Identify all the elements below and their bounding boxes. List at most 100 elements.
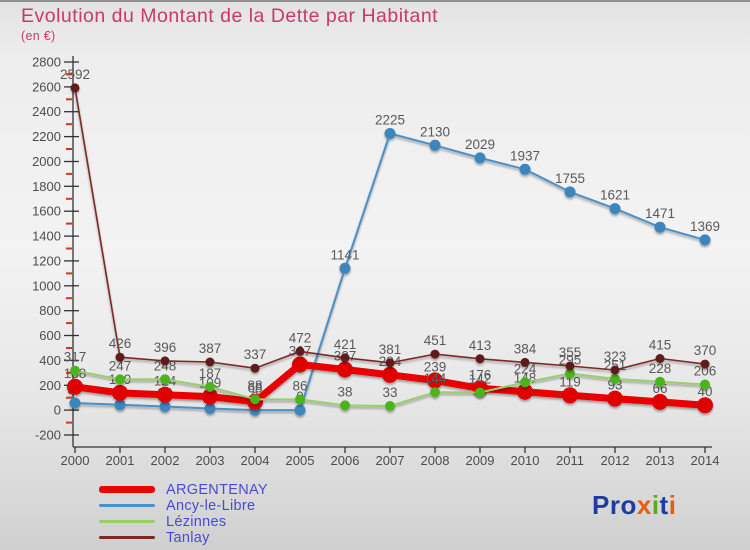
svg-text:2000: 2000: [61, 453, 90, 468]
svg-text:415: 415: [649, 338, 672, 353]
svg-text:1600: 1600: [32, 204, 61, 219]
chart-canvas: 2800260024002200200018001600140012001000…: [32, 55, 720, 469]
svg-text:1471: 1471: [645, 206, 675, 221]
svg-text:2010: 2010: [511, 453, 540, 468]
svg-text:2006: 2006: [331, 453, 360, 468]
svg-text:2009: 2009: [466, 453, 495, 468]
svg-text:1621: 1621: [600, 188, 630, 203]
svg-text:2225: 2225: [375, 113, 405, 128]
chart-legend: ARGENTENAY Ancy-le-Libre Lézinnes Tanlay: [99, 482, 268, 546]
svg-text:2592: 2592: [60, 67, 90, 82]
svg-text:248: 248: [154, 358, 177, 373]
svg-text:2013: 2013: [646, 453, 675, 468]
svg-text:2014: 2014: [691, 453, 720, 468]
svg-text:-200: -200: [35, 428, 61, 443]
svg-text:295: 295: [559, 353, 582, 368]
svg-text:2200: 2200: [32, 129, 61, 144]
svg-text:1369: 1369: [690, 219, 720, 234]
svg-text:33: 33: [382, 385, 397, 400]
svg-text:413: 413: [469, 338, 492, 353]
svg-text:2004: 2004: [241, 453, 270, 468]
svg-text:2002: 2002: [151, 453, 180, 468]
legend-swatch-argentenay: [99, 486, 155, 493]
series-ARGENTENAY: [67, 356, 713, 414]
logo-letter: x: [636, 490, 652, 520]
legend-item-lezinnes: Lézinnes: [99, 513, 268, 530]
svg-text:2003: 2003: [196, 453, 225, 468]
svg-text:381: 381: [379, 342, 402, 357]
svg-text:2007: 2007: [376, 453, 405, 468]
series-Lézinnes: [70, 365, 710, 411]
svg-text:38: 38: [337, 384, 352, 399]
svg-text:0: 0: [54, 403, 61, 418]
svg-text:426: 426: [109, 336, 132, 351]
logo-letter: i: [668, 490, 677, 520]
svg-text:1937: 1937: [510, 148, 540, 163]
svg-text:1000: 1000: [32, 278, 61, 293]
logo-letter: i: [651, 490, 660, 520]
legend-swatch-lezinnes: [99, 520, 155, 523]
svg-text:144: 144: [424, 371, 447, 386]
svg-text:187: 187: [199, 366, 222, 381]
page-title: Evolution du Montant de la Dette par Hab…: [21, 5, 439, 27]
svg-text:142: 142: [469, 372, 492, 387]
svg-text:2005: 2005: [286, 453, 315, 468]
svg-text:224: 224: [514, 361, 537, 376]
svg-text:387: 387: [199, 341, 222, 356]
svg-text:317: 317: [64, 350, 87, 365]
svg-text:396: 396: [154, 340, 177, 355]
chart-header: Evolution du Montant de la Dette par Hab…: [21, 5, 438, 43]
svg-text:200: 200: [39, 378, 61, 393]
svg-text:800: 800: [39, 303, 61, 318]
legend-swatch-ancy-le-libre: [99, 504, 155, 507]
svg-text:2800: 2800: [32, 55, 61, 70]
svg-text:2400: 2400: [32, 104, 61, 119]
legend-swatch-tanlay: [99, 536, 155, 539]
svg-text:2011: 2011: [556, 453, 584, 468]
svg-text:2008: 2008: [421, 453, 450, 468]
svg-text:119: 119: [559, 374, 581, 389]
svg-text:384: 384: [514, 341, 537, 356]
legend-label: ARGENTENAY: [166, 481, 268, 498]
logo-letter: Pro: [592, 490, 637, 520]
svg-text:2012: 2012: [601, 453, 630, 468]
legend-label: Ancy-le-Libre: [166, 497, 256, 514]
svg-text:337: 337: [244, 347, 267, 362]
legend-item-ancy-le-libre: Ancy-le-Libre: [99, 497, 268, 514]
svg-text:421: 421: [334, 337, 357, 352]
svg-text:68: 68: [247, 381, 262, 396]
series-Tanlay: [70, 83, 710, 375]
svg-text:2600: 2600: [32, 79, 61, 94]
svg-text:176: 176: [469, 367, 492, 382]
svg-text:451: 451: [424, 333, 447, 348]
svg-text:2000: 2000: [32, 154, 61, 169]
series-labels: 2592 426 396 387 337 472 421 381 451 413 384 355 323…: [60, 67, 716, 364]
svg-text:370: 370: [694, 343, 717, 358]
svg-text:228: 228: [649, 361, 672, 376]
svg-text:323: 323: [604, 349, 627, 364]
svg-text:1200: 1200: [32, 253, 61, 268]
svg-text:355: 355: [559, 345, 582, 360]
svg-text:40: 40: [697, 384, 712, 399]
svg-text:1141: 1141: [330, 247, 359, 262]
legend-item-tanlay: Tanlay: [99, 529, 268, 546]
svg-text:400: 400: [39, 353, 61, 368]
legend-item-argentenay: ARGENTENAY: [99, 481, 268, 498]
legend-label: Lézinnes: [166, 513, 227, 530]
legend-label: Tanlay: [166, 529, 210, 546]
svg-text:600: 600: [39, 328, 61, 343]
svg-text:86: 86: [292, 378, 307, 393]
top-edge-divider: [0, 0, 750, 2]
logo-letter: t: [659, 490, 669, 520]
svg-text:1800: 1800: [32, 179, 61, 194]
svg-text:2001: 2001: [106, 453, 135, 468]
proxiti-logo[interactable]: Proxiti: [592, 490, 676, 521]
svg-text:206: 206: [694, 364, 717, 379]
svg-text:2029: 2029: [465, 137, 495, 152]
svg-text:88: 88: [247, 378, 262, 393]
svg-text:239: 239: [424, 359, 447, 374]
svg-text:1755: 1755: [555, 171, 585, 186]
svg-text:1400: 1400: [32, 229, 61, 244]
